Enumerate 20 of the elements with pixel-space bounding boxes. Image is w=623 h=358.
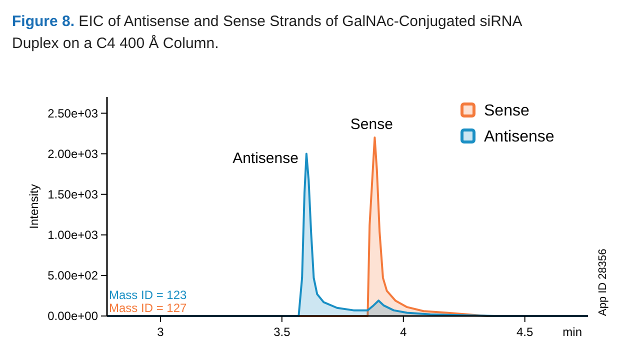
annotation: Sense xyxy=(350,116,393,133)
x-tick-label: 4.5 xyxy=(516,325,534,339)
y-tick-label: 1.00e+03 xyxy=(48,228,98,242)
y-axis-title: Intensity xyxy=(27,184,41,229)
text: App ID 28356 xyxy=(597,248,609,316)
legend-label: Antisense xyxy=(484,128,554,146)
legend-label: Sense xyxy=(484,102,530,120)
y-tick-label: 2.50e+03 xyxy=(48,106,98,120)
y-tick-label: 0.00e+00 xyxy=(48,309,98,324)
x-tick-label: 3.5 xyxy=(274,325,291,339)
x-tick-label: 3 xyxy=(157,325,164,339)
y-tick-label: 2.00e+03 xyxy=(48,146,98,161)
annotation: Mass ID = 127 xyxy=(109,301,188,315)
y-tick-label: 1.50e+03 xyxy=(48,188,98,202)
x-axis-title: min xyxy=(562,325,582,339)
chart-title: Figure 8. EIC of Antisense and Sense Strands of GalNAc-Conjugated siRNA Duplex on a C4 400 Å Column. xyxy=(12,13,522,52)
annotation: Mass ID = 123 xyxy=(109,288,188,302)
x-tick-label: 4 xyxy=(400,325,408,339)
annotation: Antisense xyxy=(232,150,298,168)
y-tick-label: 5.00e+02 xyxy=(48,268,98,283)
